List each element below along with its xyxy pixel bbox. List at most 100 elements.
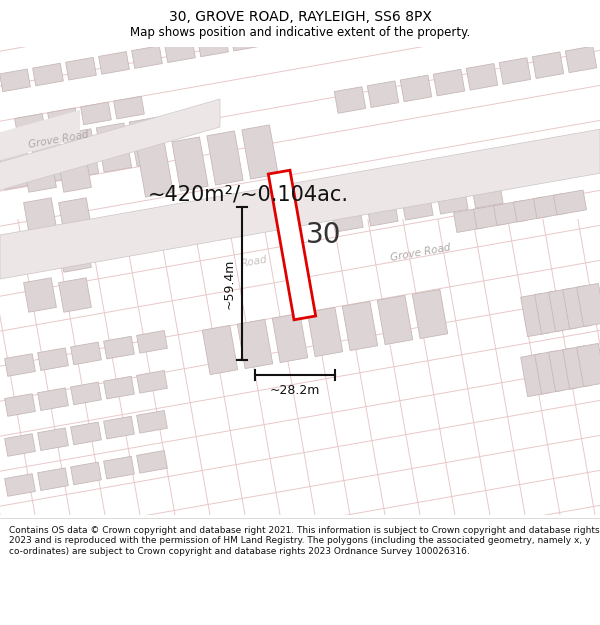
- Polygon shape: [553, 144, 587, 171]
- Polygon shape: [59, 198, 91, 232]
- Polygon shape: [533, 194, 566, 219]
- Polygon shape: [14, 114, 46, 136]
- Polygon shape: [499, 58, 530, 84]
- Polygon shape: [197, 34, 229, 57]
- Polygon shape: [59, 238, 91, 272]
- Polygon shape: [535, 351, 563, 394]
- Polygon shape: [433, 69, 464, 96]
- Polygon shape: [164, 40, 196, 62]
- Polygon shape: [0, 129, 600, 279]
- Polygon shape: [130, 118, 164, 166]
- Polygon shape: [493, 201, 527, 226]
- Polygon shape: [59, 278, 91, 312]
- Polygon shape: [113, 96, 145, 119]
- Polygon shape: [343, 301, 377, 351]
- Polygon shape: [59, 158, 91, 192]
- Polygon shape: [5, 354, 35, 376]
- Polygon shape: [71, 382, 101, 405]
- Polygon shape: [362, 172, 398, 226]
- Polygon shape: [80, 102, 112, 125]
- Polygon shape: [71, 422, 101, 445]
- Text: Road: Road: [240, 255, 268, 269]
- Polygon shape: [362, 5, 394, 28]
- Polygon shape: [473, 204, 506, 229]
- Polygon shape: [104, 456, 134, 479]
- Polygon shape: [98, 52, 130, 74]
- Polygon shape: [397, 166, 433, 220]
- Polygon shape: [334, 87, 365, 113]
- Polygon shape: [137, 371, 167, 393]
- Polygon shape: [71, 342, 101, 365]
- Polygon shape: [272, 313, 308, 362]
- Polygon shape: [0, 141, 32, 189]
- Polygon shape: [5, 394, 35, 416]
- Text: Map shows position and indicative extent of the property.: Map shows position and indicative extent…: [130, 26, 470, 39]
- Polygon shape: [467, 154, 503, 208]
- Polygon shape: [565, 46, 596, 72]
- Polygon shape: [242, 125, 278, 179]
- Polygon shape: [577, 343, 600, 387]
- Text: Contains OS data © Crown copyright and database right 2021. This information is : Contains OS data © Crown copyright and d…: [9, 526, 599, 556]
- Polygon shape: [548, 288, 577, 332]
- Polygon shape: [521, 293, 550, 337]
- Polygon shape: [400, 75, 431, 102]
- Polygon shape: [535, 291, 563, 334]
- Polygon shape: [514, 151, 547, 178]
- Polygon shape: [473, 158, 506, 185]
- Polygon shape: [47, 108, 79, 131]
- Polygon shape: [65, 58, 97, 80]
- Polygon shape: [23, 238, 56, 272]
- Polygon shape: [395, 0, 427, 22]
- Polygon shape: [97, 123, 131, 172]
- Polygon shape: [0, 69, 31, 92]
- Polygon shape: [131, 46, 163, 68]
- Polygon shape: [207, 131, 243, 185]
- Text: ~420m²/~0.104ac.: ~420m²/~0.104ac.: [148, 185, 349, 205]
- Polygon shape: [412, 289, 448, 339]
- Polygon shape: [553, 190, 587, 215]
- Polygon shape: [64, 129, 98, 178]
- Polygon shape: [38, 388, 68, 411]
- Text: ~28.2m: ~28.2m: [270, 384, 320, 396]
- Polygon shape: [514, 197, 547, 222]
- Polygon shape: [377, 296, 413, 344]
- Polygon shape: [5, 474, 35, 496]
- Polygon shape: [137, 411, 167, 433]
- Polygon shape: [137, 143, 173, 197]
- Polygon shape: [329, 11, 361, 34]
- Polygon shape: [532, 52, 563, 79]
- Polygon shape: [563, 346, 592, 389]
- Polygon shape: [104, 416, 134, 439]
- Polygon shape: [577, 283, 600, 327]
- Text: Grove Road: Grove Road: [28, 130, 90, 150]
- Polygon shape: [38, 468, 68, 491]
- Polygon shape: [23, 198, 56, 232]
- Polygon shape: [307, 308, 343, 357]
- Polygon shape: [461, 0, 493, 10]
- Polygon shape: [137, 451, 167, 473]
- Polygon shape: [104, 376, 134, 399]
- Polygon shape: [494, 0, 526, 4]
- Polygon shape: [32, 63, 64, 86]
- Polygon shape: [454, 208, 487, 232]
- Polygon shape: [104, 336, 134, 359]
- Polygon shape: [367, 81, 398, 107]
- Text: ~59.4m: ~59.4m: [223, 258, 235, 309]
- Polygon shape: [137, 331, 167, 353]
- Polygon shape: [454, 161, 487, 189]
- Text: 30: 30: [306, 221, 342, 249]
- Polygon shape: [38, 428, 68, 451]
- Polygon shape: [23, 158, 56, 192]
- Polygon shape: [31, 134, 65, 184]
- Polygon shape: [172, 137, 208, 191]
- Polygon shape: [0, 99, 220, 193]
- Polygon shape: [493, 154, 527, 181]
- Text: 30, GROVE ROAD, RAYLEIGH, SS6 8PX: 30, GROVE ROAD, RAYLEIGH, SS6 8PX: [169, 11, 431, 24]
- Polygon shape: [263, 22, 295, 45]
- Polygon shape: [296, 17, 328, 39]
- Polygon shape: [268, 170, 316, 320]
- Polygon shape: [0, 110, 80, 163]
- Polygon shape: [327, 178, 363, 232]
- Polygon shape: [466, 64, 497, 90]
- Polygon shape: [71, 462, 101, 485]
